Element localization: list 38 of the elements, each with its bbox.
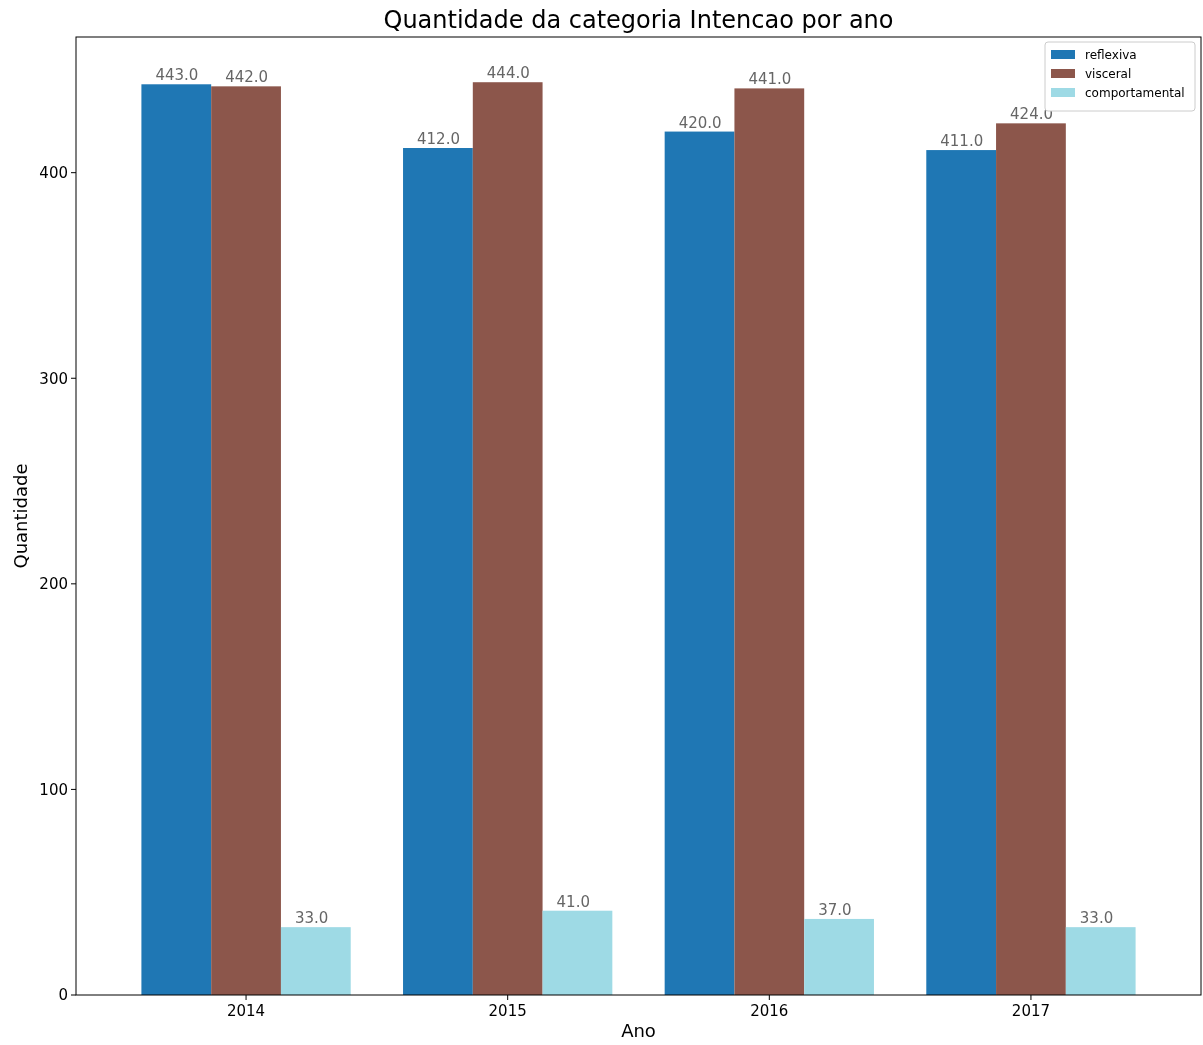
- data-label: 33.0: [1079, 909, 1114, 928]
- chart-title: Quantidade da categoria Intencao por ano: [383, 6, 894, 34]
- bar: [542, 910, 613, 995]
- y-tick-label: 400: [39, 163, 68, 182]
- bar: [403, 148, 473, 995]
- x-tick-label: 2014: [226, 1002, 266, 1020]
- bar: [996, 123, 1066, 995]
- bar: [804, 918, 874, 995]
- x-tick-label: 2016: [750, 1002, 789, 1020]
- y-axis-title: Quantidade: [10, 463, 31, 569]
- legend-label: comportamental: [1085, 86, 1185, 101]
- data-label: 33.0: [294, 909, 329, 928]
- data-label: 444.0: [486, 64, 530, 83]
- x-tick-label: 2017: [1011, 1002, 1051, 1020]
- y-tick-label: 100: [39, 780, 68, 799]
- legend-label: visceral: [1085, 67, 1132, 82]
- y-tick-label: 200: [39, 575, 68, 594]
- data-label: 37.0: [818, 900, 852, 919]
- data-label: 441.0: [748, 70, 792, 89]
- x-axis-title: Ano: [621, 1020, 656, 1041]
- x-tick-label: 2015: [488, 1002, 527, 1020]
- bar: [141, 84, 212, 995]
- data-label: 420.0: [678, 113, 722, 132]
- bar: [734, 88, 805, 995]
- data-label: 41.0: [556, 892, 590, 911]
- bar: [664, 131, 735, 995]
- data-label: 442.0: [225, 68, 269, 87]
- y-tick-label: 300: [39, 369, 68, 388]
- y-tick-label: 0: [58, 986, 68, 1005]
- bar: [926, 150, 997, 995]
- legend-label: reflexiva: [1085, 48, 1137, 63]
- bar: [472, 82, 543, 995]
- data-label: 412.0: [417, 130, 460, 149]
- bar: [280, 927, 351, 995]
- bar: [211, 86, 281, 995]
- data-label: 411.0: [940, 132, 984, 151]
- data-label: 443.0: [155, 66, 199, 85]
- bar: [1065, 927, 1136, 995]
